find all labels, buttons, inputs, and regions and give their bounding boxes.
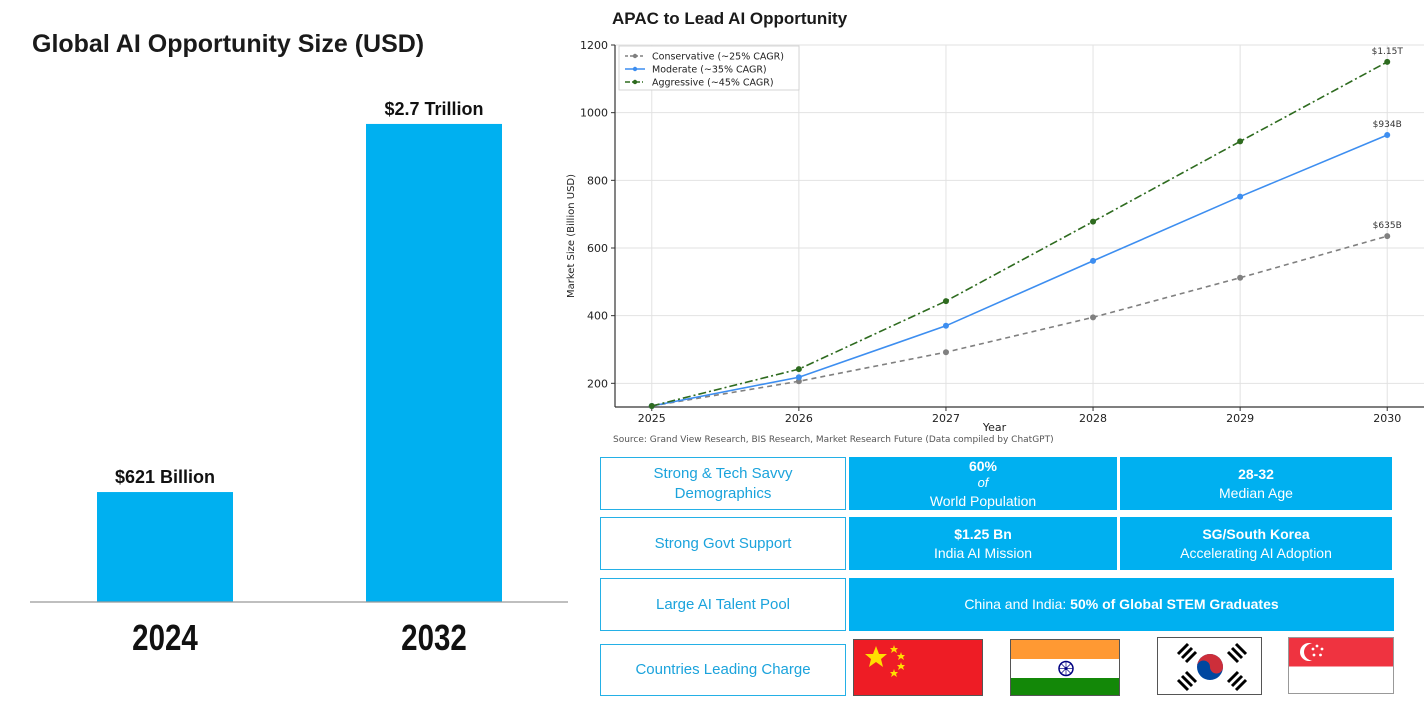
demographics-label: Strong & Tech Savvy Demographics xyxy=(600,457,846,510)
series-2-point-2026 xyxy=(795,366,802,373)
legend-label-1: Moderate (~35% CAGR) xyxy=(652,65,767,76)
series-end-label-1: $934B xyxy=(1373,120,1402,130)
series-line-1 xyxy=(651,134,1388,407)
legend-marker-1 xyxy=(632,66,638,72)
countries-label: Countries Leading Charge xyxy=(600,644,846,696)
series-0-point-2029 xyxy=(1237,274,1244,281)
bar-category-label-2024: 2024 xyxy=(132,617,198,657)
x-axis-label: Year xyxy=(982,421,1007,434)
bar-data-label-2024: $621 Billion xyxy=(115,467,215,487)
legend: Conservative (~25% CAGR) Moderate (~35% C… xyxy=(618,45,800,91)
india-mission-cell: $1.25 Bn India AI Mission xyxy=(849,517,1117,570)
talent-pool-label: Large AI Talent Pool xyxy=(600,578,846,631)
x-tick-label-2025: 2025 xyxy=(638,412,666,425)
bar-2024 xyxy=(97,492,233,602)
india-mission-value: $1.25 Bn xyxy=(954,526,1012,543)
south-korea-flag-icon xyxy=(1157,637,1262,695)
talent-pool-prefix: China and India: xyxy=(964,596,1071,613)
govt-support-label: Strong Govt Support xyxy=(600,517,846,570)
x-tick-label-2027: 2027 xyxy=(932,412,960,425)
series-0-point-2027 xyxy=(942,349,949,356)
population-of: of xyxy=(977,475,989,491)
series-end-label-0: $635B xyxy=(1373,221,1402,231)
median-age-cell: 28-32 Median Age xyxy=(1120,457,1392,510)
talent-pool-cell: China and India: 50% of Global STEM Grad… xyxy=(849,578,1394,631)
demographics-label-text: Strong & Tech Savvy Demographics xyxy=(653,465,793,502)
y-axis-label: Market Size (Billion USD) xyxy=(566,174,577,298)
bar-chart: $621 Billion 2024 $2.7 Trillion 2032 xyxy=(30,99,568,658)
series-2-point-2027 xyxy=(942,298,949,305)
y-tick-label-600: 600 xyxy=(587,242,608,255)
legend-marker-2 xyxy=(632,79,638,85)
sg-korea-text: Accelerating AI Adoption xyxy=(1180,544,1332,561)
population-cell: 60% of World Population xyxy=(849,457,1117,510)
series-1-point-2028 xyxy=(1090,257,1097,264)
bar-chart-title: Global AI Opportunity Size (USD) xyxy=(32,30,425,58)
series-end-label-2: $1.15T xyxy=(1372,47,1404,57)
median-age-text: Median Age xyxy=(1219,484,1293,501)
median-age-value: 28-32 xyxy=(1238,466,1274,483)
countries-label-text: Countries Leading Charge xyxy=(635,661,811,679)
x-tick-label-2030: 2030 xyxy=(1373,412,1401,425)
series-2-point-2029 xyxy=(1237,138,1244,145)
series-0-point-2028 xyxy=(1090,314,1097,321)
govt-support-label-text: Strong Govt Support xyxy=(654,534,792,552)
series-1-point-2029 xyxy=(1237,193,1244,200)
series-2-point-2025 xyxy=(648,402,655,409)
sg-korea-cell: SG/South Korea Accelerating AI Adoption xyxy=(1120,517,1392,570)
legend-marker-0 xyxy=(632,53,638,59)
x-tick-label-2026: 2026 xyxy=(785,412,813,425)
x-tick-label-2029: 2029 xyxy=(1226,412,1254,425)
series-0-point-2030 xyxy=(1384,233,1391,240)
line-chart-title: APAC to Lead AI Opportunity xyxy=(612,9,848,28)
population-text: World Population xyxy=(929,492,1037,509)
sg-korea-value: SG/South Korea xyxy=(1202,526,1310,543)
bar-category-label-2032: 2032 xyxy=(401,617,467,657)
bar-2032 xyxy=(366,123,502,603)
series-line-0 xyxy=(651,235,1388,407)
y-tick-label-400: 400 xyxy=(587,310,608,323)
y-tick-label-1200: 1200 xyxy=(580,39,608,52)
series-1-point-2026 xyxy=(795,374,802,381)
x-tick-label-2028: 2028 xyxy=(1079,412,1107,425)
y-tick-label-1000: 1000 xyxy=(580,107,608,120)
china-flag-icon xyxy=(853,639,983,696)
talent-pool-bold: 50% of Global STEM Graduates xyxy=(1070,596,1279,613)
legend-box xyxy=(618,45,800,91)
bar-data-label-2032: $2.7 Trillion xyxy=(384,99,483,119)
source-note: Source: Grand View Research, BIS Researc… xyxy=(613,435,1054,445)
legend-label-0: Conservative (~25% CAGR) xyxy=(652,52,784,63)
y-tick-label-200: 200 xyxy=(587,377,608,390)
singapore-flag-icon xyxy=(1288,637,1394,694)
y-tick-label-800: 800 xyxy=(587,174,608,187)
series-2-point-2030 xyxy=(1384,58,1391,65)
population-value: 60% xyxy=(968,457,998,474)
india-flag-icon xyxy=(1010,639,1120,696)
india-mission-text: India AI Mission xyxy=(933,544,1033,561)
line-chart: 200 400 600 800 1000 1200 2025 2026 2027 2028 2029… xyxy=(566,39,1424,434)
talent-pool-label-text: Large AI Talent Pool xyxy=(656,595,790,613)
series-1-point-2030 xyxy=(1384,131,1391,138)
series-line-2 xyxy=(651,61,1388,407)
series-1-point-2027 xyxy=(942,322,949,329)
series-2-point-2028 xyxy=(1090,218,1097,225)
legend-label-2: Aggressive (~45% CAGR) xyxy=(652,78,774,89)
